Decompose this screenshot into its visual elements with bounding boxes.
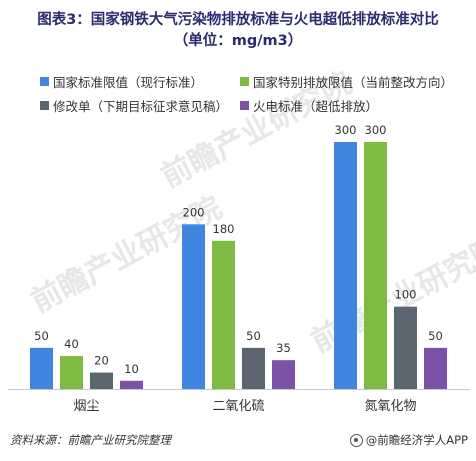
legend-swatch-1 <box>40 77 49 86</box>
brand-credit: @前瞻经济学人APP <box>349 432 468 448</box>
bar-1-2 <box>60 356 83 389</box>
legend-swatch-2 <box>240 77 249 86</box>
category-label-2: 二氧化硫 <box>212 399 264 414</box>
legend-label-1: 国家标准限值（现行标准） <box>53 75 204 90</box>
bar-2-4 <box>272 360 295 389</box>
bar-2-2 <box>212 240 235 389</box>
bar-1-3 <box>90 372 113 389</box>
data-label-1-4: 10 <box>124 362 139 376</box>
bar-2-3 <box>242 347 265 389</box>
category-label-1: 烟尘 <box>73 399 99 414</box>
data-label-2-2: 180 <box>213 222 235 236</box>
bar-3-3 <box>394 306 417 389</box>
data-label-2-1: 200 <box>183 205 205 219</box>
brand-logo-icon <box>349 433 363 447</box>
source-note: 资料来源：前瞻产业研究院整理 <box>10 433 171 447</box>
data-label-1-3: 20 <box>94 354 109 368</box>
data-label-3-2: 300 <box>365 123 387 137</box>
legend: 国家标准限值（现行标准） 国家特别排放限值（当前整改方向） 修改单（下期目标征求… <box>40 72 460 116</box>
bar-3-2 <box>364 142 387 389</box>
brand-text: @前瞻经济学人APP <box>365 433 468 447</box>
legend-item-3: 修改单（下期目标征求意见稿） <box>40 96 228 115</box>
data-label-2-3: 50 <box>246 329 261 343</box>
bar-1-4 <box>120 380 143 389</box>
data-label-1-2: 40 <box>64 337 79 351</box>
legend-item-1: 国家标准限值（现行标准） <box>40 72 203 91</box>
legend-label-2: 国家特别排放限值（当前整改方向） <box>253 75 454 90</box>
data-label-2-4: 35 <box>276 341 291 355</box>
legend-swatch-3 <box>40 101 49 110</box>
legend-swatch-4 <box>240 101 249 110</box>
bar-2-1 <box>182 224 205 389</box>
bar-3-1 <box>334 142 357 389</box>
data-label-3-1: 300 <box>335 123 357 137</box>
bar-3-4 <box>424 347 447 389</box>
bar-1-1 <box>30 347 53 389</box>
chart-subtitle: （单位：mg/m3） <box>173 33 303 49</box>
legend-label-4: 火电标准（超低排放） <box>253 99 379 114</box>
data-label-3-4: 50 <box>428 329 443 343</box>
data-label-1-1: 50 <box>34 329 49 343</box>
category-label-3: 氮氧化物 <box>364 399 416 414</box>
legend-label-3: 修改单（下期目标征求意见稿） <box>53 99 229 114</box>
data-label-3-3: 100 <box>395 288 417 302</box>
legend-item-4: 火电标准（超低排放） <box>240 96 378 115</box>
legend-item-2: 国家特别排放限值（当前整改方向） <box>240 72 453 91</box>
chart-title: 图表3：国家钢铁大气污染物排放标准与火电超低排放标准对比 <box>37 12 439 28</box>
